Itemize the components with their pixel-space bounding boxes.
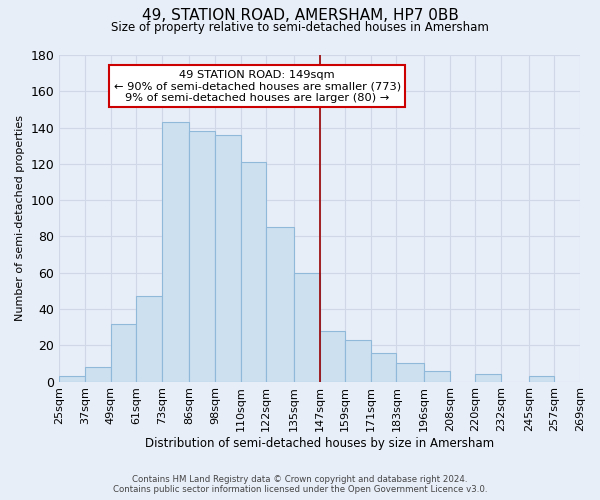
Text: Size of property relative to semi-detached houses in Amersham: Size of property relative to semi-detach… bbox=[111, 22, 489, 35]
Y-axis label: Number of semi-detached properties: Number of semi-detached properties bbox=[15, 116, 25, 322]
Bar bbox=[294, 272, 320, 382]
Bar bbox=[215, 135, 241, 382]
Bar bbox=[162, 122, 190, 382]
Bar bbox=[475, 374, 501, 382]
Text: 49 STATION ROAD: 149sqm
← 90% of semi-detached houses are smaller (773)
9% of se: 49 STATION ROAD: 149sqm ← 90% of semi-de… bbox=[113, 70, 401, 103]
Bar bbox=[266, 228, 294, 382]
Bar bbox=[397, 364, 424, 382]
Bar bbox=[59, 376, 85, 382]
Text: 49, STATION ROAD, AMERSHAM, HP7 0BB: 49, STATION ROAD, AMERSHAM, HP7 0BB bbox=[142, 8, 458, 22]
Bar bbox=[320, 331, 345, 382]
Bar bbox=[241, 162, 266, 382]
Bar bbox=[345, 340, 371, 382]
Bar bbox=[190, 131, 215, 382]
X-axis label: Distribution of semi-detached houses by size in Amersham: Distribution of semi-detached houses by … bbox=[145, 437, 494, 450]
Bar bbox=[85, 367, 110, 382]
Bar bbox=[136, 296, 162, 382]
Bar bbox=[424, 370, 450, 382]
Bar bbox=[529, 376, 554, 382]
Text: Contains HM Land Registry data © Crown copyright and database right 2024.
Contai: Contains HM Land Registry data © Crown c… bbox=[113, 474, 487, 494]
Bar bbox=[371, 352, 397, 382]
Bar bbox=[110, 324, 136, 382]
